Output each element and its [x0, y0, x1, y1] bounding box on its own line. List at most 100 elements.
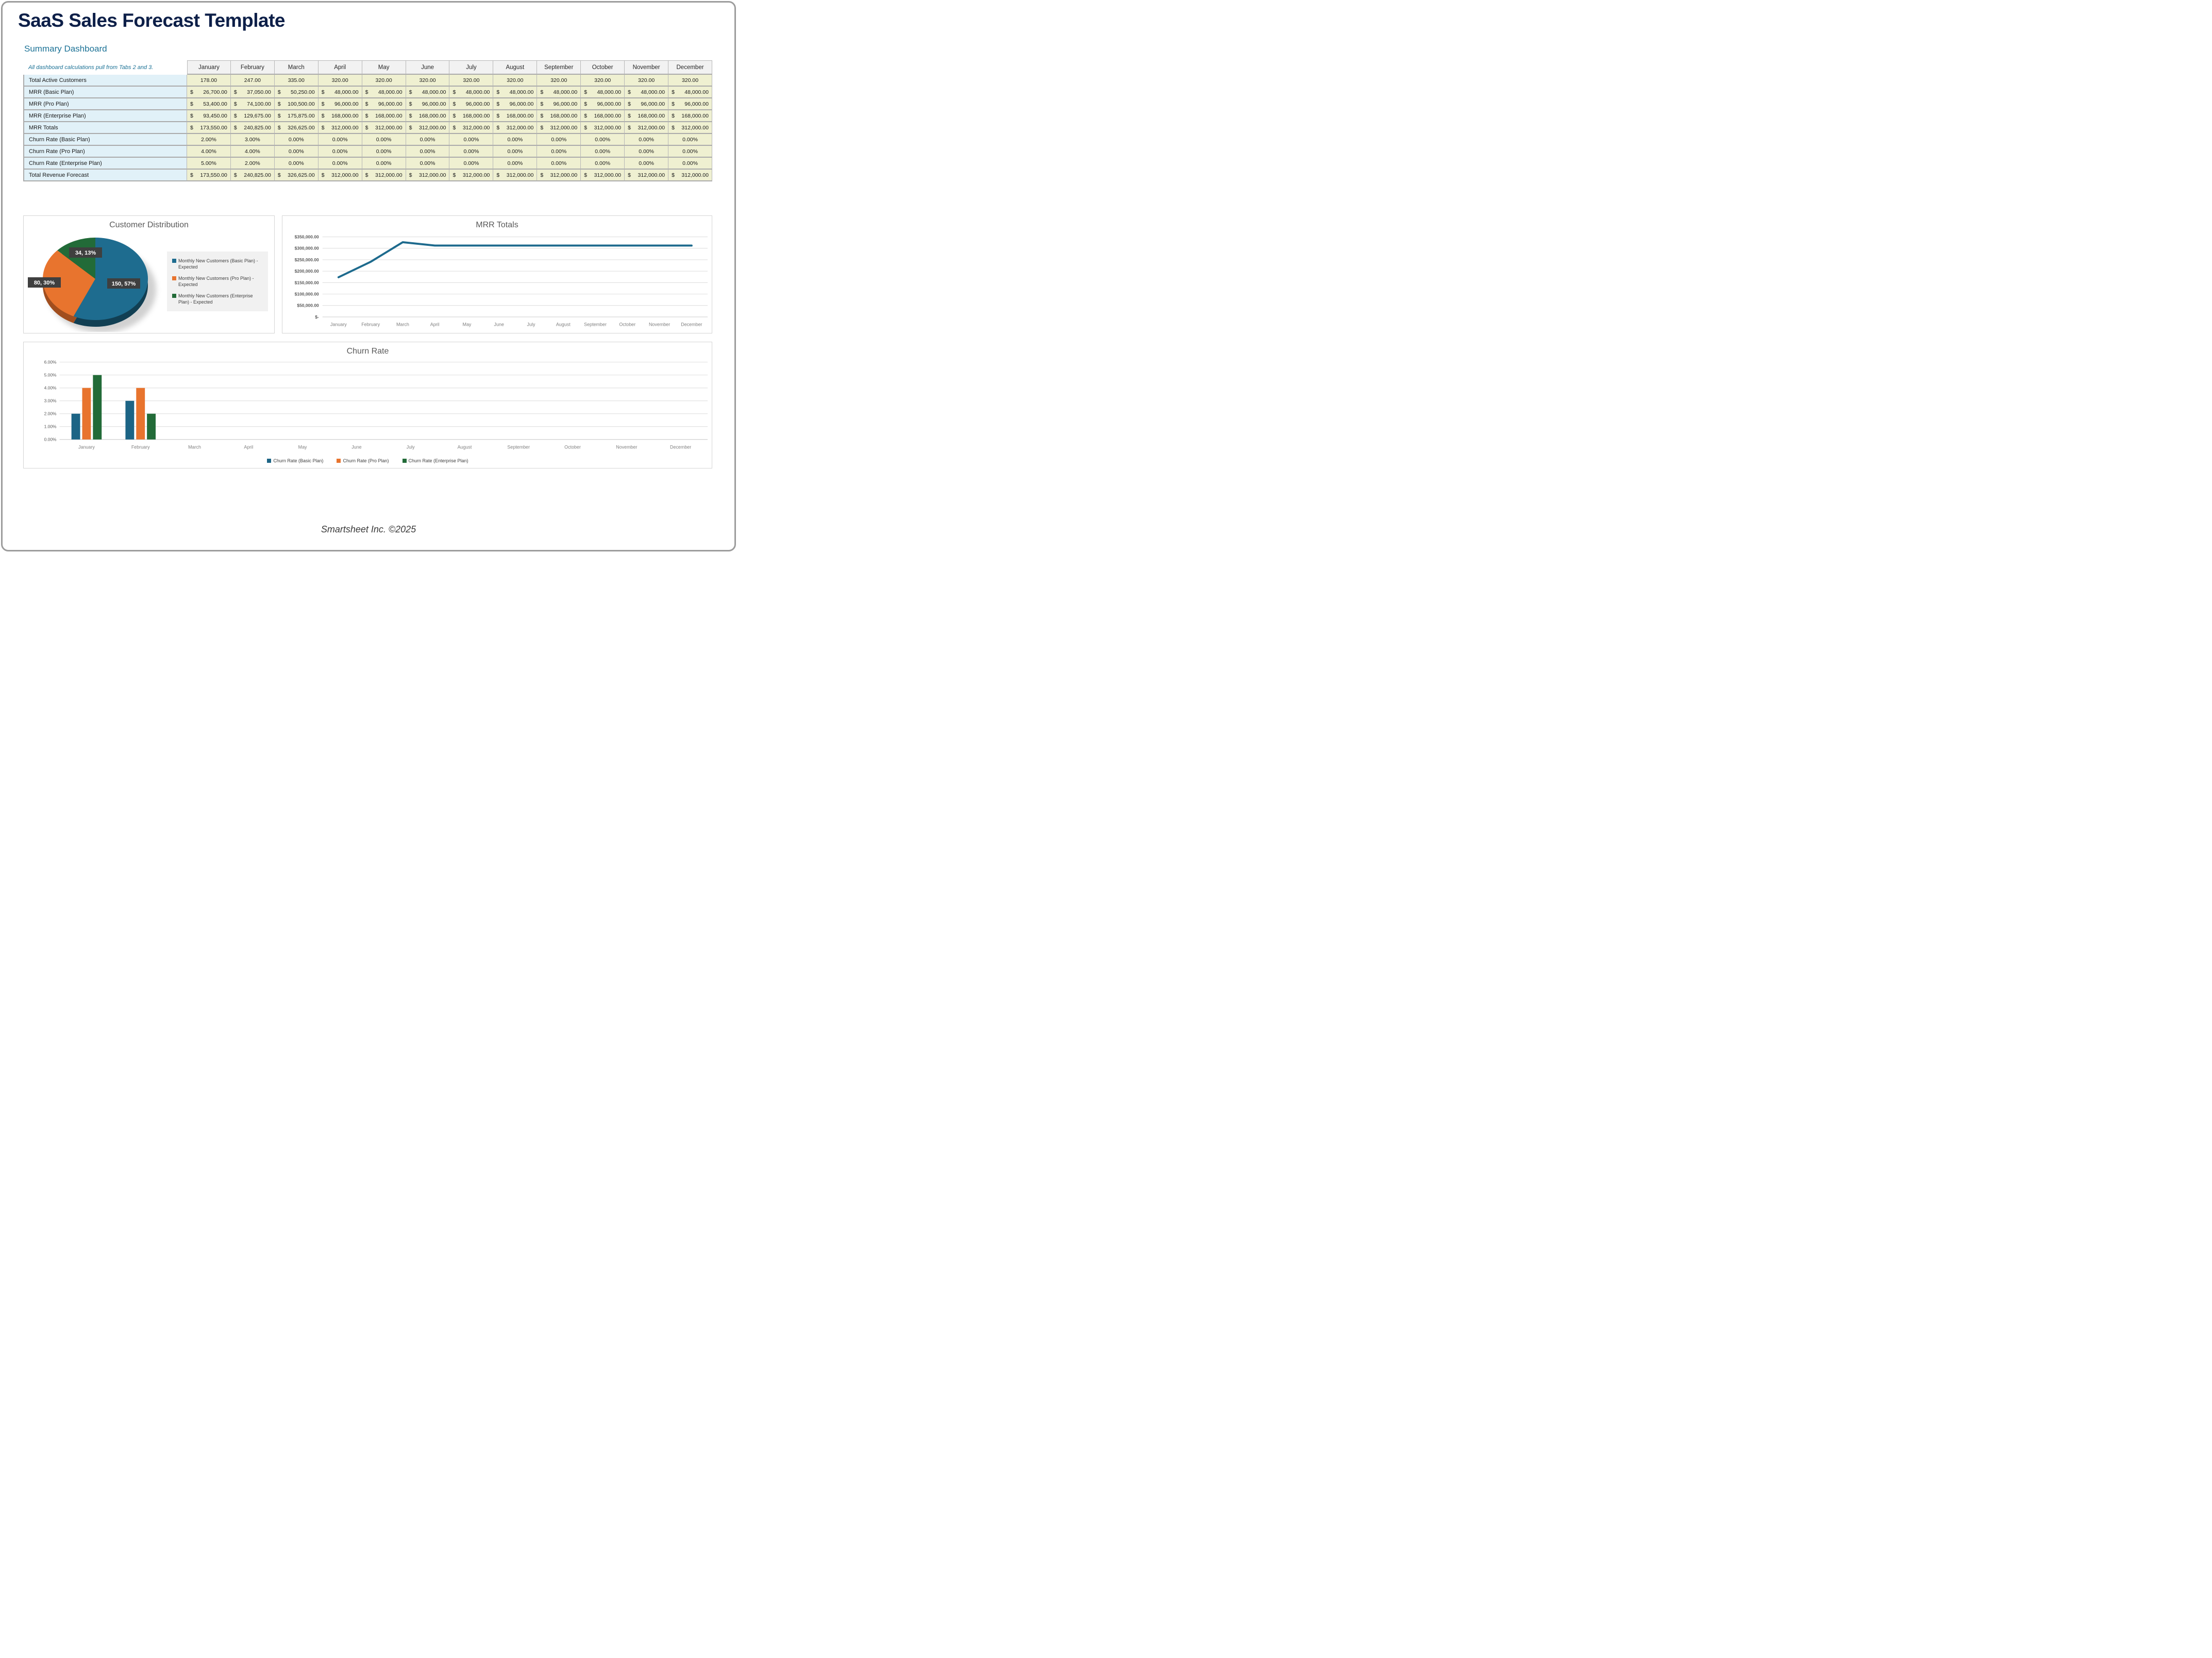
table-cell[interactable]: $96,000.00	[537, 98, 581, 110]
table-cell[interactable]: $326,625.00	[274, 122, 319, 134]
table-cell[interactable]: $26,700.00	[187, 87, 231, 98]
table-cell[interactable]: 0.00%	[493, 134, 538, 146]
table-cell[interactable]: 320.00	[493, 75, 538, 87]
table-cell[interactable]: 0.00%	[274, 146, 319, 158]
table-cell[interactable]: 0.00%	[668, 134, 712, 146]
table-cell[interactable]: 320.00	[625, 75, 669, 87]
table-cell[interactable]: 0.00%	[362, 146, 406, 158]
table-cell[interactable]: $96,000.00	[449, 98, 494, 110]
month-header-cell[interactable]: March	[274, 60, 319, 75]
table-cell[interactable]: 0.00%	[493, 146, 538, 158]
table-cell[interactable]: $173,550.00	[187, 122, 231, 134]
table-cell[interactable]: 0.00%	[537, 134, 581, 146]
table-cell[interactable]: $96,000.00	[318, 98, 362, 110]
month-header-cell[interactable]: August	[493, 60, 538, 75]
table-cell[interactable]: $37,050.00	[230, 87, 275, 98]
table-cell[interactable]: $312,000.00	[493, 170, 538, 181]
row-label-cell[interactable]: MRR (Enterprise Plan)	[23, 110, 187, 122]
table-cell[interactable]: $48,000.00	[449, 87, 494, 98]
table-cell[interactable]: $74,100.00	[230, 98, 275, 110]
table-cell[interactable]: 4.00%	[230, 146, 275, 158]
table-cell[interactable]: $312,000.00	[668, 122, 712, 134]
table-cell[interactable]: $312,000.00	[406, 170, 450, 181]
table-cell[interactable]: 0.00%	[537, 146, 581, 158]
table-cell[interactable]: $312,000.00	[318, 122, 362, 134]
table-cell[interactable]: $48,000.00	[668, 87, 712, 98]
row-label-cell[interactable]: Total Active Customers	[23, 75, 187, 87]
table-cell[interactable]: 320.00	[318, 75, 362, 87]
table-cell[interactable]: $312,000.00	[362, 170, 406, 181]
row-label-cell[interactable]: Total Revenue Forecast	[23, 170, 187, 181]
month-header-cell[interactable]: January	[187, 60, 231, 75]
table-cell[interactable]: 0.00%	[449, 158, 494, 170]
table-cell[interactable]: 0.00%	[668, 158, 712, 170]
row-label-cell[interactable]: MRR Totals	[23, 122, 187, 134]
table-cell[interactable]: $48,000.00	[581, 87, 625, 98]
table-cell[interactable]: $168,000.00	[493, 110, 538, 122]
row-label-cell[interactable]: Churn Rate (Pro Plan)	[23, 146, 187, 158]
month-header-cell[interactable]: April	[318, 60, 362, 75]
table-cell[interactable]: 0.00%	[318, 158, 362, 170]
table-cell[interactable]: 0.00%	[625, 146, 669, 158]
table-cell[interactable]: $48,000.00	[537, 87, 581, 98]
table-cell[interactable]: $312,000.00	[537, 122, 581, 134]
table-cell[interactable]: $312,000.00	[406, 122, 450, 134]
month-header-cell[interactable]: June	[406, 60, 450, 75]
table-cell[interactable]: 0.00%	[581, 134, 625, 146]
table-cell[interactable]: $48,000.00	[625, 87, 669, 98]
table-cell[interactable]: $240,825.00	[230, 122, 275, 134]
table-cell[interactable]: $48,000.00	[406, 87, 450, 98]
table-cell[interactable]: 320.00	[449, 75, 494, 87]
table-cell[interactable]: $312,000.00	[318, 170, 362, 181]
table-cell[interactable]: $96,000.00	[581, 98, 625, 110]
table-cell[interactable]: 320.00	[362, 75, 406, 87]
table-cell[interactable]: 0.00%	[625, 134, 669, 146]
table-cell[interactable]: $312,000.00	[625, 122, 669, 134]
table-cell[interactable]: 0.00%	[449, 146, 494, 158]
table-cell[interactable]: $96,000.00	[406, 98, 450, 110]
table-cell[interactable]: $312,000.00	[537, 170, 581, 181]
table-cell[interactable]: 320.00	[581, 75, 625, 87]
table-cell[interactable]: 0.00%	[362, 134, 406, 146]
row-label-cell[interactable]: Churn Rate (Basic Plan)	[23, 134, 187, 146]
table-cell[interactable]: $312,000.00	[493, 122, 538, 134]
table-cell[interactable]: 335.00	[274, 75, 319, 87]
table-cell[interactable]: $312,000.00	[581, 170, 625, 181]
table-cell[interactable]: $168,000.00	[625, 110, 669, 122]
table-cell[interactable]: 0.00%	[537, 158, 581, 170]
table-cell[interactable]: $312,000.00	[362, 122, 406, 134]
row-label-cell[interactable]: MRR (Basic Plan)	[23, 87, 187, 98]
table-cell[interactable]: 4.00%	[187, 146, 231, 158]
table-cell[interactable]: $168,000.00	[581, 110, 625, 122]
table-cell[interactable]: $175,875.00	[274, 110, 319, 122]
table-cell[interactable]: 320.00	[406, 75, 450, 87]
row-label-cell[interactable]: Churn Rate (Enterprise Plan)	[23, 158, 187, 170]
table-cell[interactable]: 3.00%	[230, 134, 275, 146]
month-header-cell[interactable]: February	[230, 60, 275, 75]
row-label-cell[interactable]: MRR (Pro Plan)	[23, 98, 187, 110]
table-cell[interactable]: $100,500.00	[274, 98, 319, 110]
table-cell[interactable]: $312,000.00	[581, 122, 625, 134]
table-cell[interactable]: 0.00%	[318, 146, 362, 158]
table-cell[interactable]: $173,550.00	[187, 170, 231, 181]
table-cell[interactable]: $96,000.00	[625, 98, 669, 110]
table-cell[interactable]: 247.00	[230, 75, 275, 87]
table-cell[interactable]: 0.00%	[493, 158, 538, 170]
table-cell[interactable]: 2.00%	[187, 134, 231, 146]
table-cell[interactable]: 0.00%	[406, 134, 450, 146]
table-cell[interactable]: $168,000.00	[318, 110, 362, 122]
month-header-cell[interactable]: November	[625, 60, 669, 75]
table-cell[interactable]: $312,000.00	[449, 122, 494, 134]
table-cell[interactable]: 0.00%	[581, 158, 625, 170]
table-cell[interactable]: $96,000.00	[493, 98, 538, 110]
table-cell[interactable]: $168,000.00	[362, 110, 406, 122]
table-cell[interactable]: 320.00	[668, 75, 712, 87]
table-cell[interactable]: $326,625.00	[274, 170, 319, 181]
table-cell[interactable]: $48,000.00	[493, 87, 538, 98]
table-cell[interactable]: 0.00%	[406, 146, 450, 158]
table-cell[interactable]: 0.00%	[625, 158, 669, 170]
table-cell[interactable]: $168,000.00	[449, 110, 494, 122]
month-header-cell[interactable]: July	[449, 60, 494, 75]
table-cell[interactable]: $312,000.00	[668, 170, 712, 181]
table-cell[interactable]: 2.00%	[230, 158, 275, 170]
